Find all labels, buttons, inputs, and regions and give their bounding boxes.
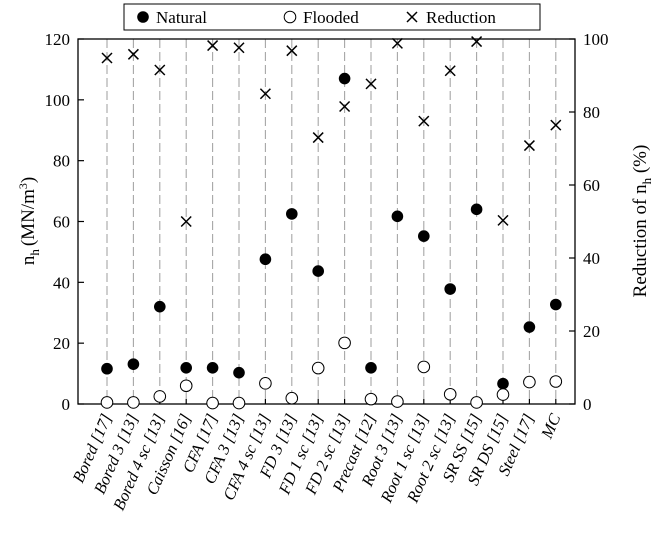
left-axis: 0 20 40 60 80 100 120: [45, 30, 84, 414]
reduction-point: [418, 115, 430, 127]
reduction-point: [286, 45, 298, 57]
flooded-point: [496, 388, 510, 401]
legend-frame: [123, 3, 541, 31]
flooded-point: [417, 360, 431, 374]
left-axis-title: nh (MN/m3): [16, 177, 42, 265]
natural-point: [418, 230, 430, 242]
flooded-point: [285, 391, 299, 405]
left-tick-label: 60: [53, 213, 70, 232]
reduction-point: [523, 140, 535, 152]
flooded-point: [470, 396, 483, 409]
flooded-point: [127, 396, 140, 409]
data-marks: [100, 36, 563, 410]
right-tick-label: 60: [583, 176, 600, 195]
flooded-point: [364, 392, 378, 406]
left-tick-label: 100: [45, 91, 71, 110]
natural-point: [338, 72, 351, 85]
right-axis-title-close: (%): [630, 145, 651, 178]
legend-marker-natural: [137, 11, 149, 23]
reduction-point: [550, 119, 562, 131]
flooded-point: [259, 377, 272, 390]
natural-point: [444, 283, 457, 295]
right-tick-label: 20: [583, 322, 600, 341]
flooded-point: [549, 375, 563, 388]
natural-point: [233, 366, 245, 379]
reduction-point: [233, 42, 245, 54]
right-axis-title: Reduction of nh (%): [630, 145, 654, 298]
right-tick-label: 40: [583, 249, 600, 268]
legend-label-natural: Natural: [156, 8, 207, 27]
flooded-point: [232, 396, 246, 410]
reduction-point: [312, 132, 324, 144]
reduction-point: [259, 88, 271, 100]
right-tick-label: 0: [583, 395, 592, 414]
natural-point: [497, 377, 509, 390]
left-tick-label: 80: [53, 152, 70, 171]
flooded-point: [100, 396, 114, 409]
left-tick-label: 0: [62, 395, 71, 414]
reduction-point: [365, 78, 377, 90]
left-tick-label: 120: [45, 30, 71, 49]
reduction-point: [101, 52, 113, 64]
legend-label-flooded: Flooded: [303, 8, 359, 27]
natural-point: [180, 362, 192, 374]
legend: Natural Flooded Reduction: [123, 3, 541, 31]
reduction-point: [391, 37, 403, 49]
natural-point: [523, 321, 536, 333]
reduction-point: [339, 100, 351, 113]
left-axis-title-sup: 3: [16, 183, 30, 189]
natural-point: [391, 210, 404, 223]
natural-point: [206, 362, 219, 374]
reduction-point: [471, 36, 483, 48]
reduction-point: [127, 48, 139, 60]
flooded-point: [311, 361, 325, 375]
left-axis-title-sub: h: [27, 249, 42, 256]
natural-point: [550, 298, 562, 311]
reduction-point: [497, 214, 509, 226]
flooded-point: [523, 375, 536, 389]
flooded-point: [443, 387, 457, 401]
natural-point: [127, 358, 140, 370]
right-tick-label: 100: [583, 30, 609, 49]
natural-point: [101, 362, 113, 375]
reduction-point: [207, 40, 219, 52]
flooded-point: [206, 396, 219, 410]
right-axis-title-main: Reduction of n: [630, 184, 651, 297]
left-axis-title-close: ): [18, 177, 39, 183]
natural-point: [312, 265, 325, 277]
flooded-point: [179, 379, 193, 393]
legend-marker-flooded: [283, 10, 297, 24]
legend-label-reduction: Reduction: [426, 8, 496, 27]
left-axis-title-unit: (MN/m: [18, 189, 39, 246]
right-axis: 0 20 40 60 80 100: [569, 30, 609, 414]
reduction-point: [444, 65, 456, 77]
legend-marker-reduction: [406, 11, 418, 23]
natural-point: [365, 362, 377, 374]
flooded-point: [338, 336, 351, 350]
natural-point: [286, 208, 298, 220]
flooded-point: [391, 395, 404, 408]
right-tick-label: 80: [583, 103, 600, 122]
flooded-point: [153, 390, 167, 403]
natural-point: [259, 253, 272, 266]
reduction-point: [180, 215, 192, 228]
reduction-point: [154, 64, 166, 76]
left-axis-title-main: n: [18, 255, 39, 265]
right-axis-title-sub: h: [639, 177, 654, 184]
left-tick-label: 40: [53, 273, 70, 292]
natural-point: [154, 300, 166, 313]
left-tick-label: 20: [53, 334, 70, 353]
natural-point: [470, 203, 483, 216]
